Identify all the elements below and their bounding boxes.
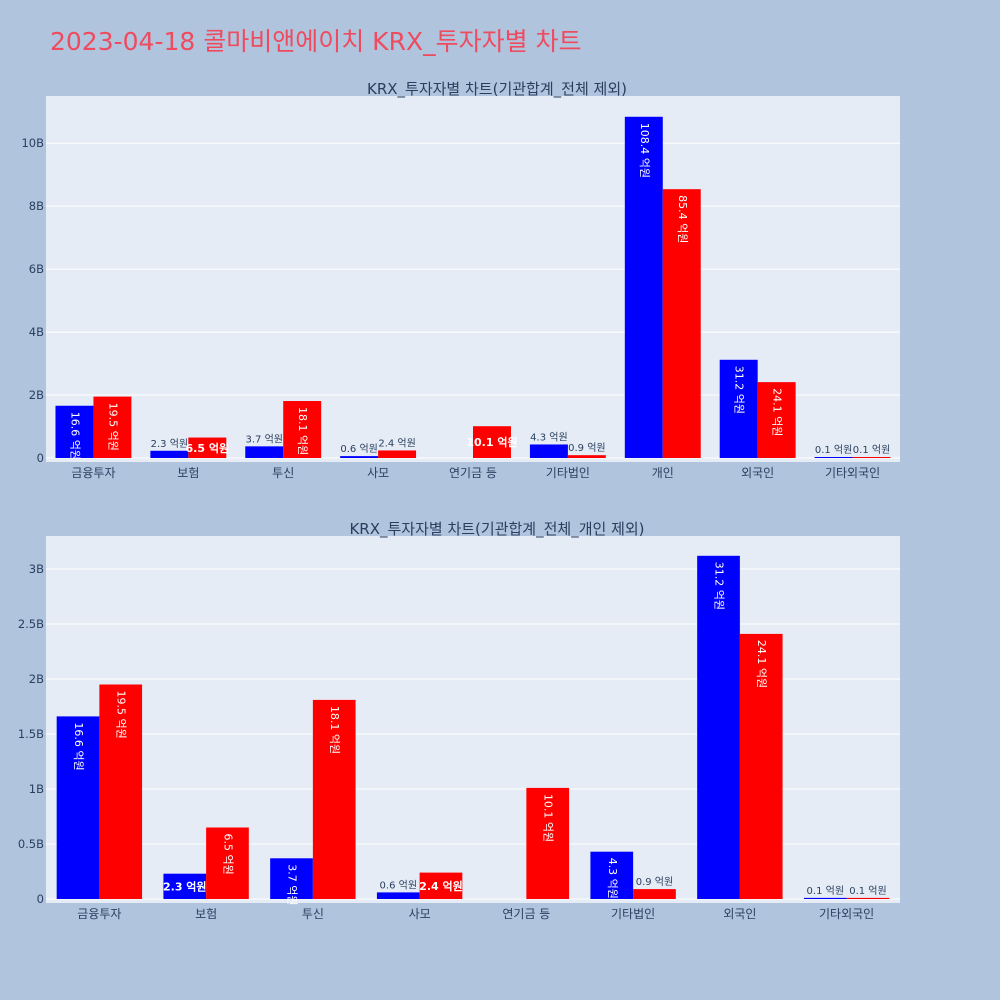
data-label: 18.1 억원	[328, 706, 341, 754]
data-label: 16.6 억원	[68, 412, 81, 460]
data-label: 24.1 억원	[771, 388, 784, 436]
x-tick-label: 금융투자	[71, 466, 115, 480]
page-title: 2023-04-18 콜마비앤에이치 KRX_투자자별 차트	[50, 27, 582, 56]
bar	[846, 897, 890, 899]
bar	[529, 444, 568, 458]
x-tick-label: 연기금 등	[449, 466, 497, 480]
bar	[245, 446, 284, 458]
bar	[93, 396, 132, 458]
data-label: 3.7 억원	[286, 864, 299, 905]
data-label: 2.4 억원	[419, 879, 463, 893]
y-tick-label: 0.5B	[18, 837, 44, 851]
x-tick-label: 보험	[177, 466, 199, 480]
bar	[163, 873, 207, 899]
data-label: 0.1 억원	[853, 444, 890, 456]
bar	[803, 897, 847, 899]
y-tick-label: 2B	[29, 388, 44, 402]
data-label: 3.7 억원	[246, 433, 283, 445]
x-tick-label: 투신	[272, 466, 294, 480]
y-tick-label: 1B	[29, 782, 44, 796]
data-label: 0.6 억원	[340, 443, 377, 455]
x-tick-label: 사모	[409, 907, 431, 921]
data-label: 2.4 억원	[378, 437, 415, 449]
bar	[662, 189, 701, 458]
data-label: 10.1 억원	[466, 435, 517, 449]
data-label: 4.3 억원	[530, 431, 567, 443]
bar	[697, 555, 740, 899]
data-label: 0.9 억원	[636, 876, 673, 888]
data-label: 19.5 억원	[106, 403, 119, 451]
chart-title: KRX_투자자별 차트(기관합계_전체_개인 제외)	[349, 520, 644, 539]
data-label: 108.4 억원	[638, 123, 651, 178]
data-label: 31.2 억원	[733, 366, 746, 414]
bar	[55, 405, 94, 458]
bar	[624, 116, 663, 459]
bar	[526, 787, 570, 899]
chart-bottom: KRX_투자자별 차트(기관합계_전체_개인 제외) 0 0.5B 1B 1.5B 2B 2…	[18, 520, 900, 921]
bar	[188, 437, 227, 458]
bar	[757, 382, 796, 458]
x-tick-label: 기타법인	[546, 466, 590, 480]
x-tick-label: 기타외국인	[819, 907, 874, 921]
bar	[852, 457, 891, 458]
y-tick-label: 1.5B	[18, 727, 44, 741]
chart-title: KRX_투자자별 차트(기관합계_전체 제외)	[367, 80, 627, 99]
chart-top: KRX_투자자별 차트(기관합계_전체 제외) 0 2B 4B 6B 8B 10B 금융투자 1…	[21, 80, 900, 480]
x-tick-label: 외국인	[741, 466, 774, 480]
data-label: 2.3 억원	[151, 438, 188, 450]
data-label: 16.6 억원	[72, 722, 85, 770]
y-tick-label: 3B	[29, 562, 44, 576]
y-tick-label: 2.5B	[18, 617, 44, 631]
y-tick-label: 4B	[29, 325, 44, 339]
data-label: 4.3 억원	[606, 858, 619, 899]
bar	[99, 684, 143, 899]
bar	[419, 872, 463, 899]
x-tick-label: 기타법인	[611, 907, 655, 921]
bar	[814, 457, 853, 458]
bar	[150, 450, 189, 458]
y-tick-label: 0	[37, 892, 44, 906]
x-tick-label: 기타외국인	[825, 466, 880, 480]
y-tick-label: 2B	[29, 672, 44, 686]
bar	[590, 851, 634, 899]
bar	[378, 450, 417, 458]
bar	[56, 716, 100, 899]
x-tick-label: 투신	[302, 907, 324, 921]
x-tick-label: 금융투자	[77, 907, 121, 921]
data-label: 10.1 억원	[542, 794, 555, 842]
y-tick-label: 6B	[29, 262, 44, 276]
bar	[340, 456, 379, 458]
data-label: 85.4 억원	[676, 195, 689, 243]
bar	[206, 827, 249, 899]
data-label: 31.2 억원	[713, 562, 726, 610]
data-label: 24.1 억원	[755, 640, 768, 688]
y-tick-label: 8B	[29, 199, 44, 213]
bar	[633, 889, 676, 899]
data-label: 2.3 억원	[163, 879, 207, 893]
bar	[283, 401, 322, 458]
data-label: 6.5 억원	[186, 441, 230, 455]
bar	[719, 359, 758, 458]
data-label: 6.5 억원	[221, 834, 234, 875]
data-label: 0.1 억원	[807, 885, 844, 897]
bar	[567, 455, 606, 458]
bar	[473, 426, 511, 458]
x-tick-label: 사모	[367, 466, 389, 480]
bar	[270, 858, 313, 899]
data-label: 0.6 억원	[380, 879, 417, 891]
x-tick-label: 개인	[652, 466, 674, 480]
data-label: 0.1 억원	[815, 444, 852, 456]
y-tick-label: 0	[37, 451, 44, 465]
x-tick-label: 외국인	[723, 907, 756, 921]
data-label: 18.1 억원	[296, 407, 309, 455]
bar	[376, 892, 420, 899]
data-label: 0.1 억원	[849, 885, 886, 897]
bar	[739, 633, 783, 899]
x-tick-label: 보험	[195, 907, 217, 921]
y-tick-label: 10B	[21, 136, 44, 150]
bar	[312, 699, 356, 899]
data-label: 19.5 억원	[115, 691, 128, 739]
x-tick-label: 연기금 등	[502, 907, 550, 921]
data-label: 0.9 억원	[568, 442, 605, 454]
